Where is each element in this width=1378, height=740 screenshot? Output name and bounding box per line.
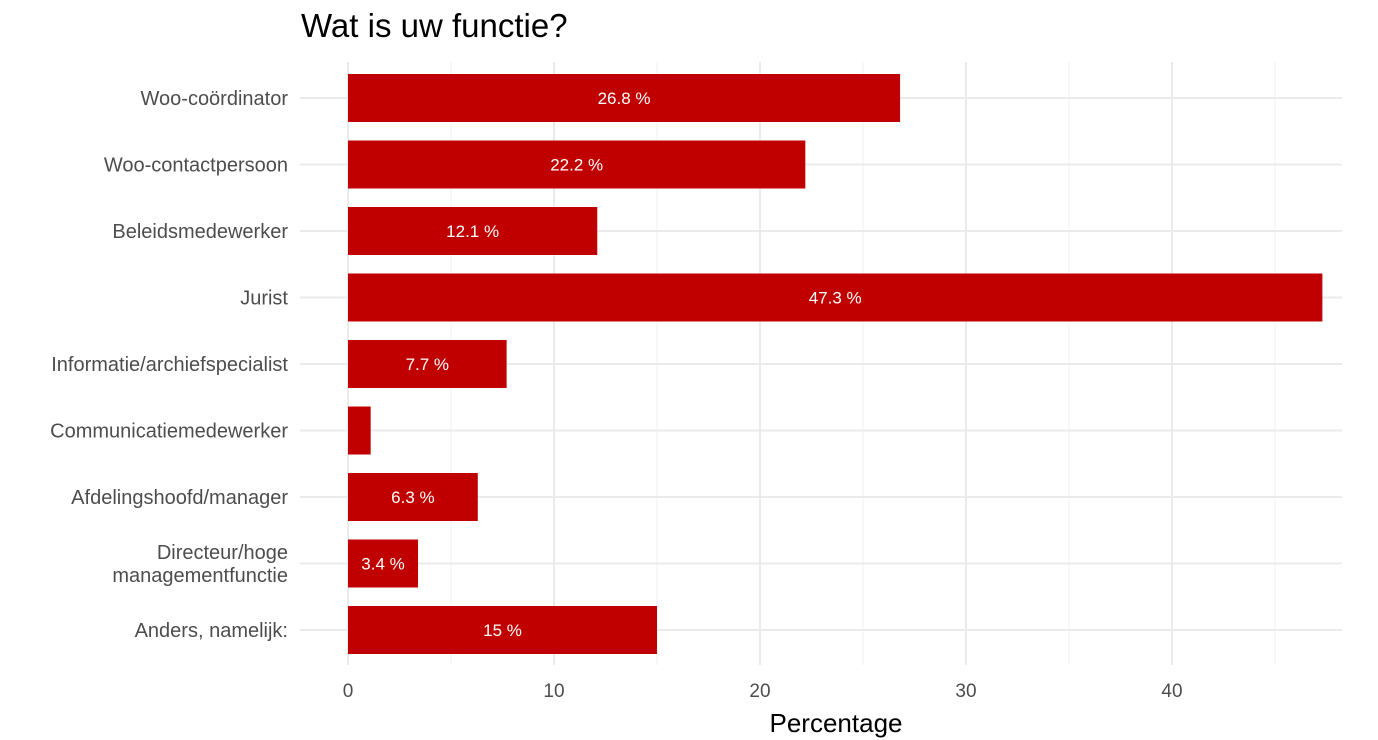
x-tick-label: 10 [543, 681, 564, 702]
bar [348, 606, 657, 654]
category-label: Beleidsmedewerker [112, 221, 288, 243]
bar [348, 140, 806, 189]
category-label: Woo-coördinator [141, 88, 289, 110]
bar [348, 539, 419, 588]
bar-data-label: 12.1 % [446, 222, 499, 241]
x-tick-label: 20 [749, 681, 770, 702]
bar [348, 473, 478, 521]
bar [348, 340, 507, 388]
category-label: Informatie/archiefspecialist [51, 354, 288, 376]
x-tick-label: 40 [1161, 681, 1182, 702]
category-label: Directeur/hoge [157, 542, 288, 564]
bars: 26.8 % 22.2 % 12.1 % 47.3 % 7.7 % 6.3 % 3.4 % 1… [348, 74, 1323, 654]
bar-data-label: 15 % [483, 621, 522, 640]
bar-data-label: 22.2 % [550, 156, 603, 175]
bar [348, 406, 371, 455]
x-axis-ticks: 0 10 20 30 40 [343, 681, 1183, 702]
x-axis-title: Percentage [770, 708, 903, 738]
bar-data-label: 3.4 % [361, 555, 404, 574]
bar-data-label: 47.3 % [809, 289, 862, 308]
category-label: Woo-contactpersoon [104, 155, 288, 177]
x-tick-label: 0 [343, 681, 354, 702]
category-labels: Woo-coördinator Woo-contactpersoon Beleids… [50, 88, 288, 642]
bar-data-label: 7.7 % [406, 355, 449, 374]
bar-data-label: 26.8 % [598, 89, 651, 108]
chart-title: Wat is uw functie? [301, 7, 568, 44]
bar [348, 207, 598, 255]
category-label: managementfunctie [112, 565, 288, 587]
category-label: Anders, namelijk: [135, 620, 288, 642]
bar [348, 74, 901, 122]
x-tick-label: 30 [955, 681, 976, 702]
category-label: Afdelingshoofd/manager [71, 487, 288, 509]
bar-data-label: 6.3 % [391, 488, 434, 507]
bar [348, 273, 1323, 322]
category-label: Communicatiemedewerker [50, 421, 288, 443]
category-label: Jurist [240, 288, 288, 310]
